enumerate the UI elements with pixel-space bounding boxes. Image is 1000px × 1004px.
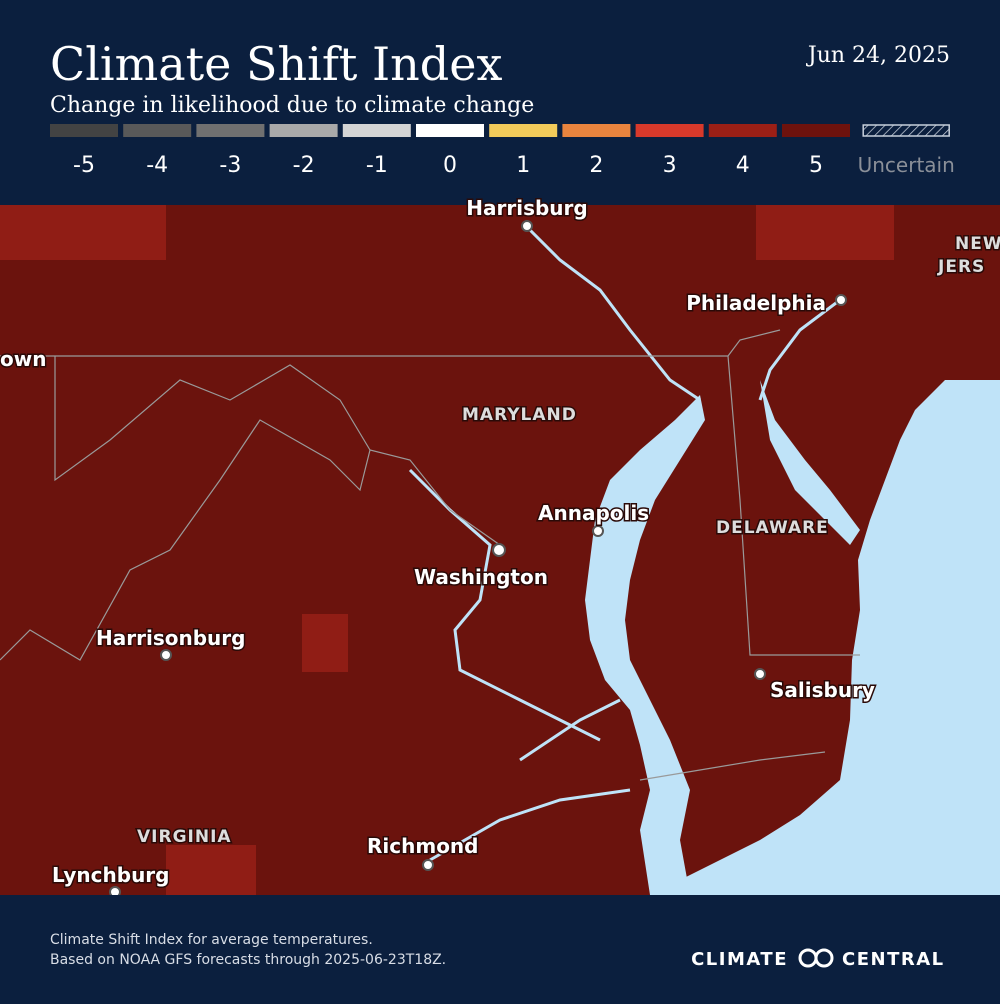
brand: CLIMATE bbox=[691, 949, 788, 970]
region-label: NEW bbox=[955, 234, 1000, 254]
cell bbox=[756, 205, 894, 260]
delaware-bay bbox=[760, 380, 860, 545]
date: Jun 24, 2025 bbox=[806, 43, 950, 68]
region-label: MARYLAND bbox=[462, 405, 577, 425]
legend-label: -2 bbox=[293, 153, 315, 178]
legend-label: -3 bbox=[219, 153, 241, 178]
city-dots bbox=[109, 220, 847, 898]
ocean bbox=[650, 380, 1000, 895]
legend-label: Uncertain bbox=[858, 153, 955, 177]
title: Climate Shift Index bbox=[50, 37, 502, 91]
brand-logo bbox=[798, 948, 834, 968]
footer-bg bbox=[0, 895, 1000, 1000]
place-label: Washington bbox=[414, 565, 548, 589]
place-label: Annapolis bbox=[538, 501, 649, 525]
subtitle: Change in likelihood due to climate chan… bbox=[50, 93, 534, 118]
chesapeake-bay bbox=[585, 395, 705, 895]
place-label: own bbox=[0, 347, 46, 371]
legend-swatch bbox=[708, 124, 777, 137]
legend-label: 1 bbox=[516, 153, 530, 178]
legend-swatch bbox=[635, 124, 704, 137]
legend-swatch bbox=[416, 124, 484, 137]
legend-label: 0 bbox=[443, 153, 457, 178]
legend-label: -1 bbox=[366, 153, 388, 178]
legend-swatch bbox=[123, 124, 192, 137]
footer-note: Based on NOAA GFS forecasts through 2025… bbox=[50, 952, 446, 968]
legend-label: -5 bbox=[73, 153, 95, 178]
region-label: VIRGINIA bbox=[137, 827, 232, 847]
legend-swatch bbox=[562, 124, 631, 137]
legend-label: 5 bbox=[809, 153, 823, 178]
legend-swatch bbox=[862, 124, 950, 137]
cell bbox=[0, 205, 166, 260]
brand: CENTRAL bbox=[842, 949, 945, 970]
place-label: Philadelphia bbox=[686, 291, 826, 315]
footer-note: Climate Shift Index for average temperat… bbox=[50, 932, 373, 948]
map: Harrisburg Philadelphia NEW JERS own MAR… bbox=[0, 195, 1000, 898]
legend-swatch bbox=[489, 124, 558, 137]
legend-swatch bbox=[342, 124, 411, 137]
legend-label: 3 bbox=[663, 153, 677, 178]
legend: -5 -4 -3 -2 -1 0 1 2 3 4 5 Uncertain bbox=[50, 124, 955, 178]
legend-label: -4 bbox=[146, 153, 168, 178]
cell bbox=[166, 845, 256, 895]
legend-label: 2 bbox=[589, 153, 603, 178]
legend-label: 4 bbox=[736, 153, 750, 178]
rivers bbox=[408, 223, 841, 862]
place-label: Harrisburg bbox=[466, 196, 587, 220]
region-label: JERS bbox=[937, 257, 985, 277]
legend-swatch bbox=[50, 124, 118, 137]
place-label: Salisbury bbox=[770, 678, 875, 702]
place-label: Lynchburg bbox=[52, 863, 170, 887]
legend-swatch bbox=[782, 124, 850, 137]
place-label: Richmond bbox=[367, 834, 478, 858]
region-label: DELAWARE bbox=[716, 518, 829, 538]
legend-swatch bbox=[269, 124, 338, 137]
legend-swatch bbox=[196, 124, 265, 137]
header-bg bbox=[0, 0, 1000, 205]
cell bbox=[302, 614, 348, 672]
place-label: Harrisonburg bbox=[96, 626, 245, 650]
borders bbox=[0, 329, 860, 781]
